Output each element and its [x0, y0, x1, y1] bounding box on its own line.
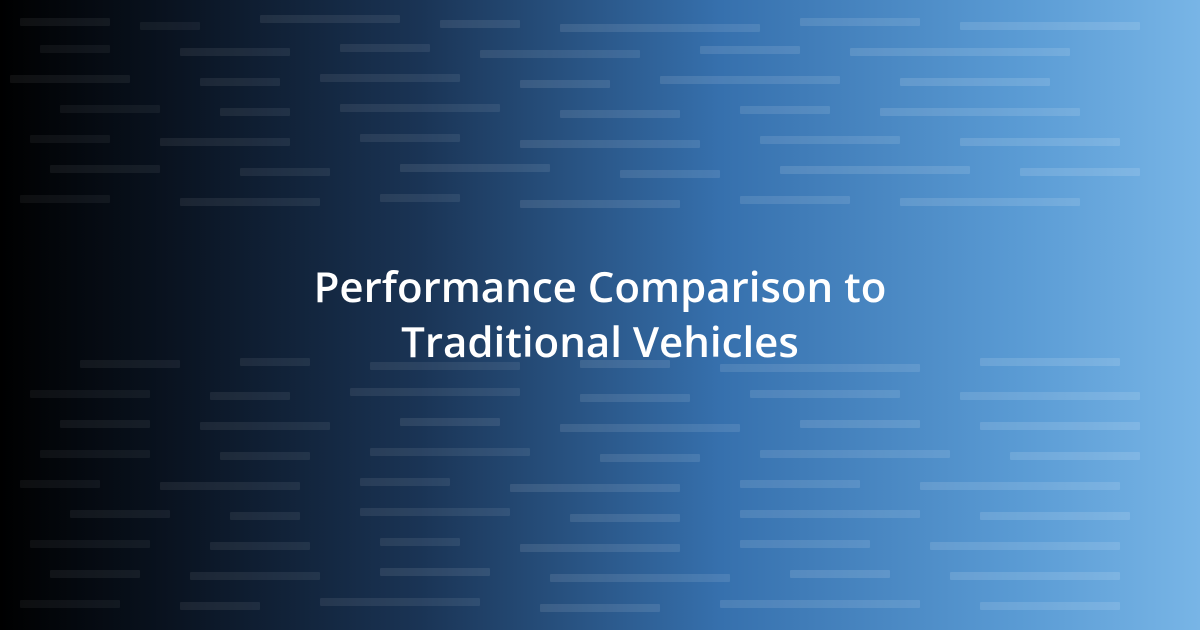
content-area: Performance Comparison to Traditional Ve… — [0, 0, 1200, 630]
page-title: Performance Comparison to Traditional Ve… — [200, 260, 1000, 369]
